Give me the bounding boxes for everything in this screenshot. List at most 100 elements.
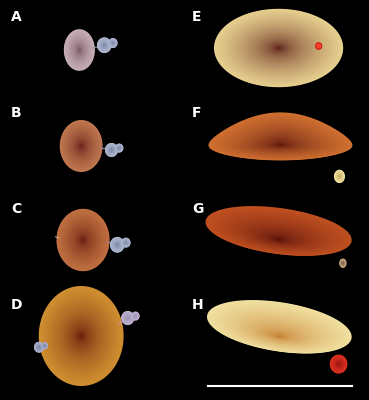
Polygon shape (242, 223, 315, 248)
Polygon shape (49, 298, 113, 374)
Polygon shape (210, 113, 351, 160)
Polygon shape (106, 144, 117, 156)
Polygon shape (118, 147, 120, 149)
Polygon shape (36, 344, 42, 351)
Polygon shape (125, 241, 127, 244)
Polygon shape (64, 316, 98, 356)
Polygon shape (68, 130, 94, 162)
Polygon shape (77, 331, 86, 341)
Polygon shape (43, 344, 46, 348)
Polygon shape (69, 36, 90, 64)
Polygon shape (268, 41, 290, 55)
Polygon shape (226, 16, 331, 80)
Polygon shape (107, 145, 116, 155)
Polygon shape (256, 134, 304, 150)
Polygon shape (123, 239, 130, 246)
Polygon shape (243, 224, 314, 248)
Polygon shape (71, 38, 88, 62)
Polygon shape (263, 38, 294, 58)
Polygon shape (339, 176, 340, 177)
Polygon shape (257, 326, 301, 342)
Polygon shape (113, 240, 122, 250)
Polygon shape (63, 125, 99, 167)
Polygon shape (237, 221, 320, 249)
Polygon shape (238, 316, 321, 346)
Polygon shape (112, 240, 122, 250)
Polygon shape (108, 146, 115, 154)
Polygon shape (264, 39, 293, 57)
Polygon shape (70, 132, 93, 160)
Polygon shape (38, 346, 41, 349)
Polygon shape (72, 227, 94, 253)
Polygon shape (111, 40, 115, 46)
Polygon shape (38, 346, 40, 348)
Polygon shape (276, 46, 282, 50)
Polygon shape (114, 242, 120, 248)
Polygon shape (335, 360, 342, 368)
Polygon shape (252, 228, 306, 246)
Polygon shape (275, 142, 286, 146)
Polygon shape (58, 211, 108, 269)
Polygon shape (124, 314, 132, 322)
Polygon shape (110, 40, 115, 46)
Polygon shape (116, 144, 123, 152)
Polygon shape (123, 313, 132, 323)
Polygon shape (70, 38, 89, 62)
Polygon shape (261, 37, 296, 59)
Polygon shape (271, 44, 286, 52)
Polygon shape (68, 222, 99, 258)
Polygon shape (255, 229, 302, 245)
Polygon shape (229, 122, 332, 156)
Polygon shape (245, 27, 313, 69)
Polygon shape (278, 144, 283, 146)
Polygon shape (123, 239, 129, 246)
Polygon shape (117, 145, 122, 151)
Polygon shape (74, 137, 88, 155)
Polygon shape (225, 215, 332, 252)
Polygon shape (241, 222, 316, 248)
Polygon shape (243, 128, 318, 153)
Polygon shape (214, 115, 346, 159)
Polygon shape (76, 140, 86, 152)
Polygon shape (38, 346, 40, 348)
Polygon shape (240, 317, 318, 346)
Polygon shape (266, 40, 292, 56)
Polygon shape (62, 314, 100, 358)
Polygon shape (71, 134, 91, 158)
Polygon shape (271, 141, 290, 147)
Polygon shape (65, 31, 94, 69)
Polygon shape (242, 26, 315, 70)
Polygon shape (267, 330, 292, 340)
Polygon shape (80, 334, 83, 338)
Polygon shape (78, 48, 81, 52)
Polygon shape (79, 236, 87, 244)
Polygon shape (48, 297, 114, 375)
Polygon shape (256, 325, 303, 342)
Polygon shape (219, 212, 338, 253)
Polygon shape (277, 144, 284, 146)
Polygon shape (38, 346, 40, 349)
Polygon shape (44, 345, 45, 346)
Polygon shape (133, 313, 138, 319)
Polygon shape (107, 146, 115, 154)
Polygon shape (341, 261, 344, 265)
Polygon shape (77, 232, 89, 248)
Polygon shape (123, 240, 129, 246)
Polygon shape (246, 28, 311, 68)
Polygon shape (254, 324, 305, 343)
Polygon shape (336, 172, 343, 181)
Polygon shape (229, 217, 328, 251)
Polygon shape (75, 138, 87, 154)
Polygon shape (117, 244, 118, 246)
Polygon shape (216, 10, 341, 86)
Polygon shape (125, 242, 127, 243)
Polygon shape (117, 244, 118, 245)
Polygon shape (37, 344, 41, 350)
Polygon shape (126, 316, 130, 320)
Polygon shape (237, 315, 322, 346)
Polygon shape (334, 359, 344, 369)
Polygon shape (64, 29, 95, 71)
Polygon shape (51, 300, 111, 372)
Polygon shape (218, 117, 343, 158)
Polygon shape (79, 49, 80, 51)
